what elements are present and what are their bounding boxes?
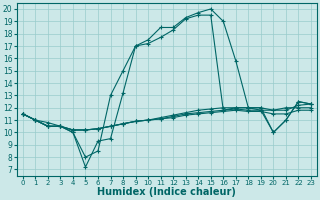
X-axis label: Humidex (Indice chaleur): Humidex (Indice chaleur) xyxy=(98,187,236,197)
